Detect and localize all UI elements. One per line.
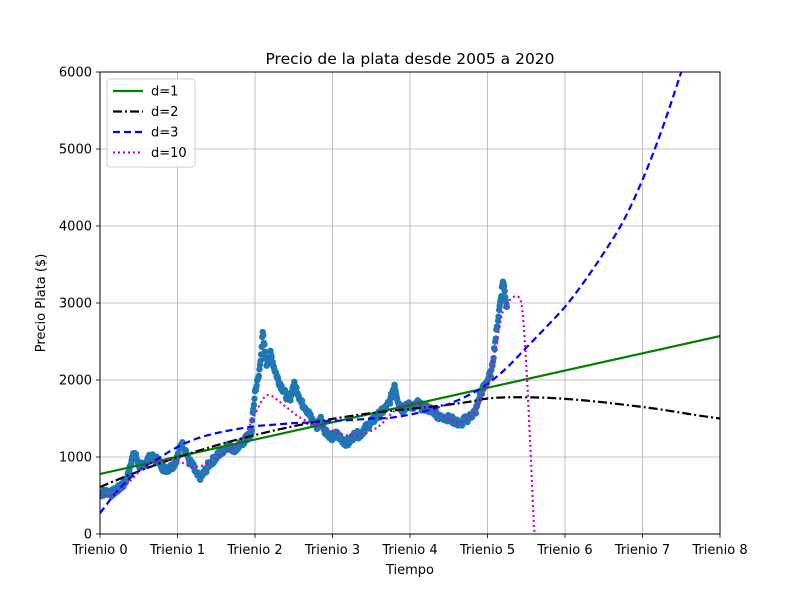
data-point [253, 382, 260, 389]
data-point [490, 354, 497, 362]
fit-lines [100, 72, 720, 534]
data-point [260, 332, 267, 339]
data-point [293, 384, 300, 392]
y-tick-label: 0 [84, 528, 92, 543]
data-point [388, 394, 395, 401]
data-point [503, 303, 511, 311]
y-tick-label: 3000 [59, 297, 92, 312]
x-tick-label: Trienio 7 [614, 543, 670, 558]
x-tick-label: Trienio 3 [304, 543, 360, 558]
data-point [478, 390, 486, 397]
y-tick-label: 5000 [59, 143, 92, 158]
data-point [251, 395, 258, 402]
x-axis-label: Tiempo [385, 563, 434, 578]
y-tick-label: 4000 [59, 220, 92, 235]
y-axis: 0 1000 2000 3000 4000 5000 6000 [59, 66, 100, 543]
x-tick-label: Trienio 6 [536, 543, 592, 558]
y-tick-label: 6000 [59, 66, 92, 81]
data-point [501, 287, 508, 295]
data-point [298, 397, 306, 404]
legend-entry: d=1 [151, 85, 178, 100]
legend-entry: d=10 [151, 146, 187, 161]
x-tick-label: Trienio 2 [226, 543, 282, 558]
data-point [495, 313, 502, 320]
series-line-d10 [100, 294, 537, 534]
y-tick-label: 1000 [59, 451, 92, 466]
y-tick-label: 2000 [59, 374, 92, 389]
chart-title: Precio de la plata desde 2005 a 2020 [265, 50, 554, 68]
data-points [100, 278, 511, 500]
x-tick-label: Trienio 8 [691, 543, 747, 558]
data-point [248, 427, 255, 434]
legend-box [106, 78, 196, 168]
data-point [123, 476, 131, 483]
data-point [472, 410, 480, 417]
data-point [500, 283, 508, 290]
series-line-d2 [100, 396, 720, 489]
legend-entry: d=3 [151, 126, 178, 141]
x-tick-label: Trienio 1 [149, 543, 205, 558]
series-line-d1 [100, 335, 720, 476]
data-point [261, 341, 268, 348]
series-line-d3 [100, 72, 683, 514]
data-point [257, 357, 264, 365]
data-point [494, 323, 501, 330]
data-point [386, 400, 394, 407]
x-tick-label: Trienio 0 [71, 543, 127, 558]
data-point [268, 353, 275, 361]
x-axis: Trienio 0 Trienio 1 Trienio 2 Trienio 3 Trie… [71, 534, 748, 558]
legend-entry: d=2 [151, 105, 178, 120]
x-tick-label: Trienio 5 [459, 543, 515, 558]
data-point [255, 372, 263, 380]
data-point [250, 401, 258, 408]
data-point [261, 348, 269, 356]
legend: d=1 d=2 d=3 d=10 [106, 78, 196, 168]
x-tick-label: Trienio 4 [381, 543, 437, 558]
y-axis-label: Precio Plata ($) [34, 254, 49, 353]
